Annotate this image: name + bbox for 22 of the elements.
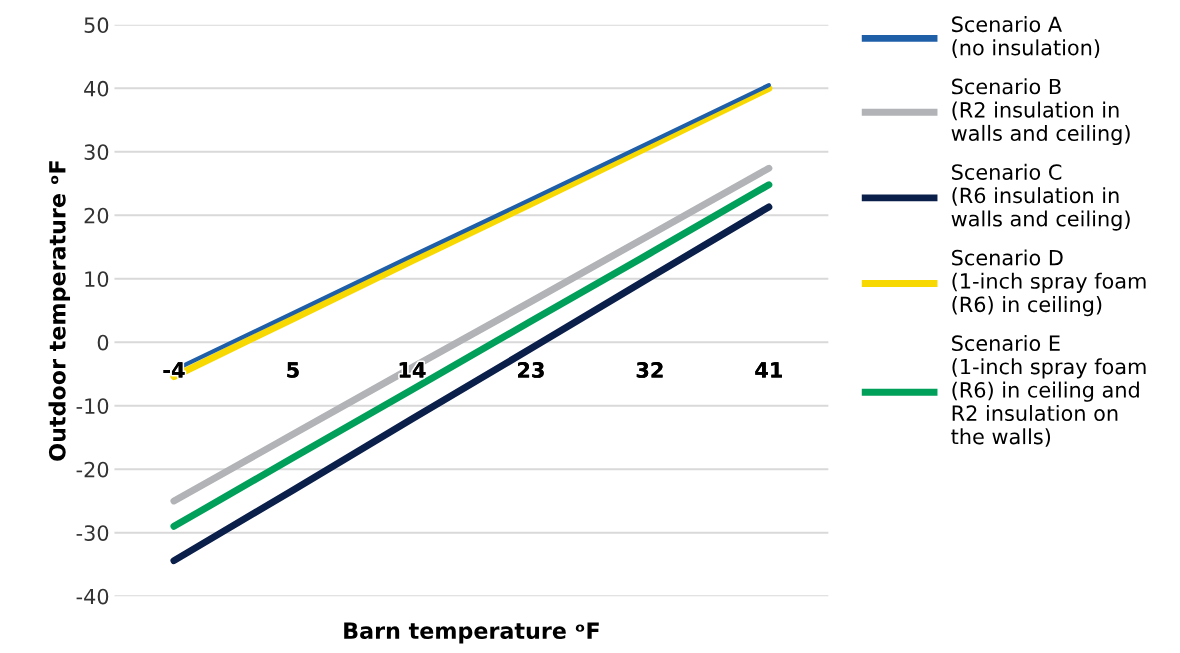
y-tick-label: 40 bbox=[84, 80, 109, 97]
x-tick-label: 14 bbox=[399, 362, 426, 378]
x-axis-title: Barn temperature ᵒF bbox=[344, 622, 599, 644]
y-tick-label: -30 bbox=[76, 525, 109, 541]
x-tick-label: 41 bbox=[755, 362, 782, 378]
y-tick-label: 20 bbox=[84, 207, 109, 224]
legend-label: Scenario C (R6 insulation in walls and ceiling) bbox=[951, 163, 1130, 231]
legend-label: Scenario B (R2 insulation in walls and ceiling) bbox=[951, 78, 1130, 146]
legend-label: Scenario A (no insulation) bbox=[952, 16, 1100, 58]
y-axis-title: Outdoor temperature ᵒF bbox=[48, 161, 71, 461]
y-tick-label: 50 bbox=[84, 17, 109, 34]
x-tick-label: 5 bbox=[287, 362, 299, 378]
legend-label: Scenario E (1-inch spray foam (R6) in ceiling and R2 insulation on the walls) bbox=[951, 334, 1146, 447]
y-tick-label: -40 bbox=[76, 588, 109, 605]
legend-label: Scenario D (1-inch spray foam (R6) in ceiling) bbox=[952, 249, 1146, 317]
y-tick-label: 10 bbox=[85, 271, 109, 287]
y-tick-label: -10 bbox=[76, 398, 109, 414]
y-tick-label: 30 bbox=[84, 144, 109, 160]
x-tick-label: 32 bbox=[636, 362, 663, 378]
x-tick-label: 23 bbox=[518, 362, 544, 378]
y-tick-label: -20 bbox=[76, 461, 109, 478]
y-tick-label: 0 bbox=[97, 334, 109, 351]
